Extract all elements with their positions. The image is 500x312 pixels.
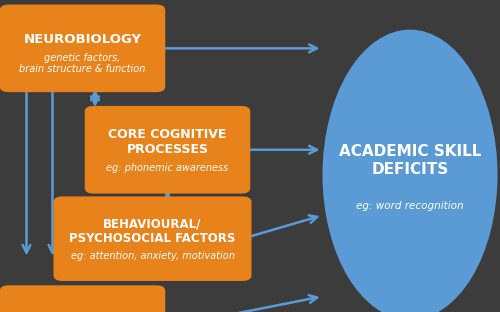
- FancyBboxPatch shape: [0, 285, 165, 312]
- Text: NEUROBIOLOGY: NEUROBIOLOGY: [24, 33, 142, 46]
- Text: eg: phonemic awareness: eg: phonemic awareness: [106, 163, 228, 173]
- FancyBboxPatch shape: [85, 106, 250, 193]
- Text: BEHAVIOURAL/
PSYCHOSOCIAL FACTORS: BEHAVIOURAL/ PSYCHOSOCIAL FACTORS: [70, 217, 235, 245]
- Text: genetic factors,
brain structure & function: genetic factors, brain structure & funct…: [20, 53, 146, 75]
- FancyBboxPatch shape: [54, 197, 252, 281]
- Text: eg: word recognition: eg: word recognition: [356, 201, 464, 211]
- Ellipse shape: [322, 30, 498, 312]
- Text: eg: attention, anxiety, motivation: eg: attention, anxiety, motivation: [70, 251, 234, 261]
- Text: CORE COGNITIVE
PROCESSES: CORE COGNITIVE PROCESSES: [108, 128, 226, 156]
- FancyBboxPatch shape: [0, 5, 165, 92]
- Text: ACADEMIC SKILL
DEFICITS: ACADEMIC SKILL DEFICITS: [339, 144, 481, 177]
